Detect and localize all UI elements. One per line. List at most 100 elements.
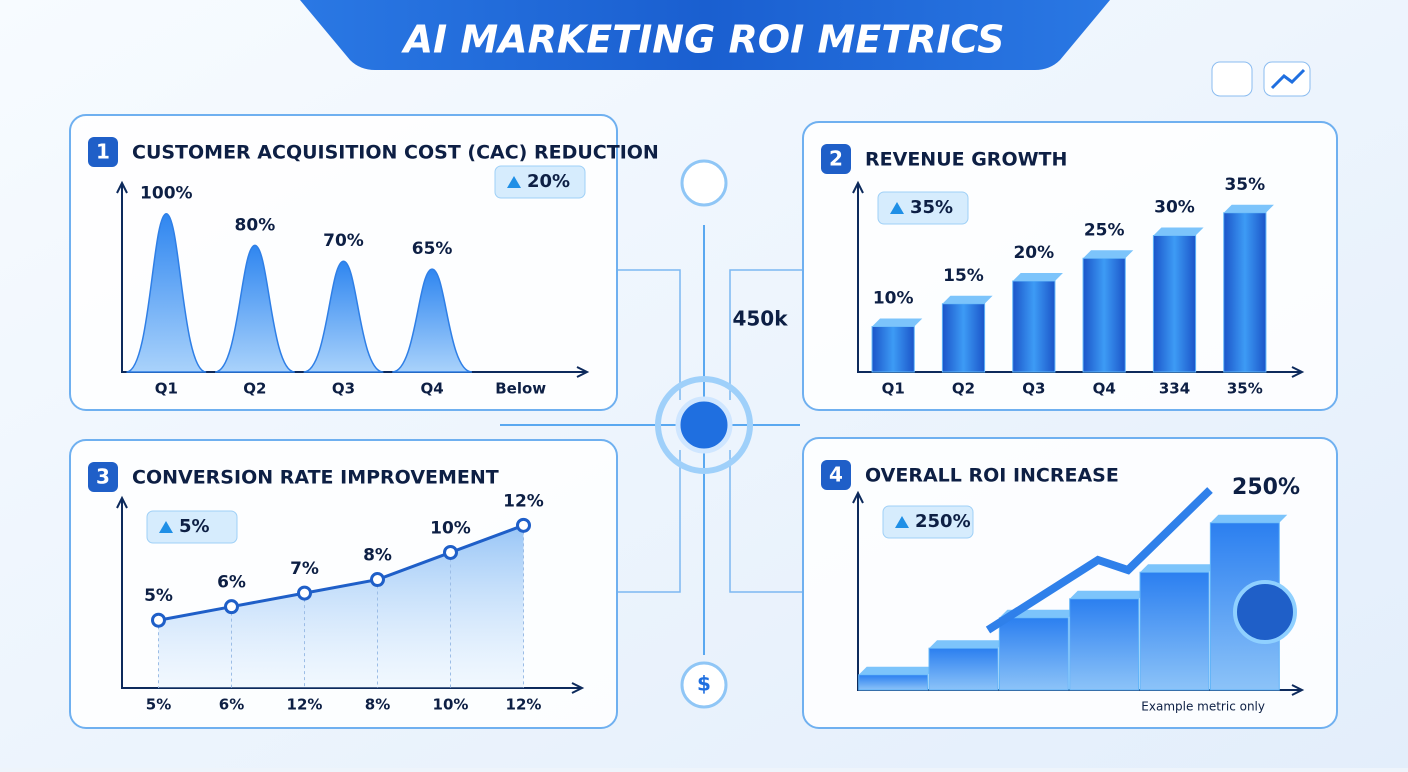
panel-title: REVENUE GROWTH <box>865 149 1067 171</box>
point <box>443 544 458 560</box>
badge-label: 35% <box>910 197 953 218</box>
bar-top <box>872 318 923 327</box>
badge-arrow <box>890 202 904 214</box>
peak <box>126 212 207 373</box>
badge-label: 5% <box>179 516 210 537</box>
bar-top <box>929 640 1006 649</box>
badge-label: 250% <box>915 511 971 532</box>
panel-number-box <box>821 460 851 490</box>
panel-number: 2 <box>829 147 843 171</box>
line-area <box>158 525 524 688</box>
bar-top <box>1153 227 1204 236</box>
bar <box>1012 280 1056 373</box>
value-label: 12% <box>503 491 544 511</box>
icon-trend-line <box>1270 68 1306 90</box>
badge-arrow <box>895 516 909 528</box>
x-tick-label: Q3 <box>332 380 355 398</box>
bar <box>858 674 929 691</box>
percent-badge <box>1233 580 1297 644</box>
panel-number-box <box>88 137 118 167</box>
x-tick-label: 334 <box>1159 380 1190 398</box>
panel-title: OVERALL ROI INCREASE <box>865 465 1119 487</box>
bar <box>1069 598 1140 691</box>
value-label: 10% <box>873 289 914 309</box>
value-label: 70% <box>323 231 364 251</box>
peak <box>214 244 295 373</box>
point <box>224 599 239 615</box>
value-label: 100% <box>140 184 193 204</box>
panel-title: CUSTOMER ACQUISITION COST (CAC) REDUCTIO… <box>132 142 659 164</box>
bar <box>1152 235 1197 373</box>
badge <box>877 191 969 225</box>
svg-text:$: $ <box>697 672 711 696</box>
bar-top <box>858 666 936 675</box>
panel-number: 1 <box>96 140 110 164</box>
bar <box>871 326 915 373</box>
x-tick-label: 12% <box>287 696 323 714</box>
note: Example metric only <box>1141 700 1265 714</box>
value-label: 30% <box>1154 198 1195 218</box>
x-tick-label: 35% <box>1227 380 1263 398</box>
x-tick-label: 10% <box>433 696 469 714</box>
x-tick-label: 6% <box>219 696 244 714</box>
value-label: 8% <box>363 546 392 566</box>
hub: $ <box>500 159 803 709</box>
x-tick-label: Q1 <box>882 380 905 398</box>
point <box>151 612 166 628</box>
badge-arrow <box>159 521 173 533</box>
x-tick-label: Q3 <box>1022 380 1045 398</box>
axis-arrows <box>852 490 1305 696</box>
panel-title: CONVERSION RATE IMPROVEMENT <box>132 467 499 489</box>
x-tick-label: Q4 <box>1093 380 1116 398</box>
bar-top <box>1012 273 1063 281</box>
title-banner <box>300 0 1110 70</box>
page-title: AI MARKETING ROI METRICS <box>401 18 1005 62</box>
x-tick-label: 5% <box>146 696 171 714</box>
x-tick-label: Q4 <box>420 380 443 398</box>
value-label: 80% <box>235 215 276 235</box>
bar <box>928 647 999 691</box>
bar <box>1223 212 1267 373</box>
panel-number-box <box>88 462 118 492</box>
icon-chart <box>1211 61 1253 97</box>
value-label: 7% <box>290 559 319 579</box>
panel-number-box <box>821 144 851 174</box>
bar-top <box>1210 514 1288 523</box>
panel-number: 4 <box>829 463 843 487</box>
bar-top <box>942 295 993 304</box>
value-label: 25% <box>1084 220 1125 240</box>
value-label: 35% <box>1224 175 1265 195</box>
badge <box>494 165 586 199</box>
badge <box>146 510 238 544</box>
axes <box>857 185 1300 373</box>
line <box>158 523 525 622</box>
value-label: 5% <box>144 586 173 606</box>
point <box>370 572 385 588</box>
peak <box>392 268 473 373</box>
bar <box>998 617 1069 691</box>
x-tick-label: Q2 <box>952 380 975 398</box>
axis-arrows <box>116 180 590 378</box>
bar <box>1139 571 1210 691</box>
bar-top <box>1223 204 1274 213</box>
axis-arrows <box>852 180 1305 378</box>
trend-arrow <box>985 487 1213 634</box>
point <box>516 517 531 533</box>
value-label: 6% <box>217 573 246 593</box>
badge-arrow <box>507 176 521 188</box>
value-label: 65% <box>412 239 453 259</box>
center-label: 450k <box>732 307 788 331</box>
peak <box>303 260 384 373</box>
badge <box>882 505 974 539</box>
panel-number: 3 <box>96 465 110 489</box>
value-label: 10% <box>430 518 471 538</box>
annotation: 250% <box>1232 475 1300 500</box>
bar <box>1082 257 1126 373</box>
x-tick-label: 8% <box>365 696 390 714</box>
bar-top <box>1140 564 1217 573</box>
badge-label: 20% <box>527 171 570 192</box>
bar-top <box>1083 250 1134 259</box>
x-tick-label: Q1 <box>155 380 178 398</box>
bar-top <box>1069 590 1147 599</box>
